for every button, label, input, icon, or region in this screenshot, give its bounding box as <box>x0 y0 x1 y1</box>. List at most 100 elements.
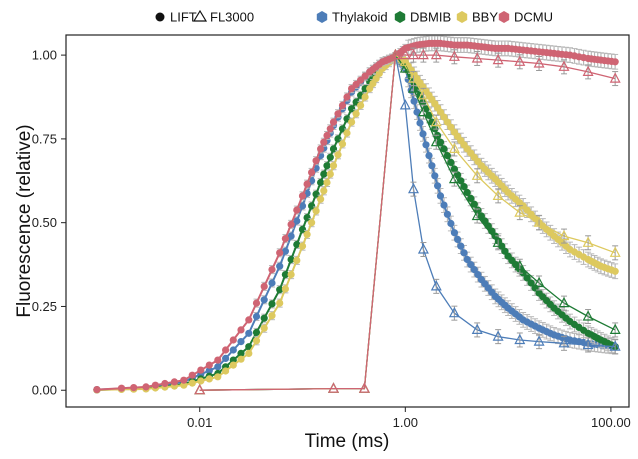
data-point <box>245 329 253 337</box>
y-tick-label: 0.50 <box>32 215 57 230</box>
data-point-triangle <box>533 335 545 346</box>
legend-label-sample: Thylakoid <box>332 10 388 25</box>
data-point-triangle <box>533 216 545 227</box>
data-point <box>276 262 284 270</box>
legend-label-method: LIFT <box>170 10 197 25</box>
legend-label-method: FL3000 <box>210 10 254 25</box>
data-point <box>348 105 356 113</box>
data-point <box>447 158 455 166</box>
data-point <box>293 206 301 214</box>
data-point <box>287 271 295 279</box>
data-point <box>329 162 338 170</box>
data-point <box>180 381 188 389</box>
data-point <box>334 151 342 159</box>
legend-swatch <box>456 11 468 23</box>
data-point <box>229 356 237 364</box>
data-point <box>523 274 531 282</box>
data-point <box>463 188 471 197</box>
data-point <box>142 383 150 391</box>
data-point <box>460 183 468 191</box>
data-point <box>440 201 448 209</box>
data-point <box>281 247 289 255</box>
data-point <box>413 108 421 116</box>
data-point <box>447 123 455 131</box>
data-point <box>214 363 222 371</box>
data-point-triangle <box>471 169 483 180</box>
data-point <box>245 343 253 351</box>
legend: LIFT FL3000 Thylakoid DBMIB BBY DCMU <box>155 10 553 25</box>
data-point-triangle <box>609 72 621 83</box>
data-point <box>450 229 458 237</box>
data-point <box>422 141 430 149</box>
data-point <box>180 376 188 384</box>
y-axis-title: Fluorescence (relative) <box>14 124 35 317</box>
series-bby-lift <box>93 52 619 394</box>
data-point <box>287 220 295 228</box>
data-point-triangle <box>558 337 570 348</box>
data-point-triangle <box>408 72 419 83</box>
x-axis-title: Time (ms) <box>305 431 390 452</box>
data-point <box>611 58 619 66</box>
data-point-triangle <box>358 382 370 393</box>
data-point <box>443 118 451 126</box>
data-point <box>352 110 360 118</box>
data-point <box>329 118 338 126</box>
legend-swatch <box>316 11 328 23</box>
plot-frame <box>65 34 630 408</box>
data-point-triangle <box>514 333 526 345</box>
data-point <box>298 242 307 250</box>
data-point <box>245 349 253 357</box>
data-point <box>348 118 356 126</box>
data-point <box>611 267 619 275</box>
series-line <box>199 54 616 391</box>
data-point <box>281 285 289 293</box>
data-point-triangle <box>430 48 442 60</box>
data-point <box>410 97 418 105</box>
data-point <box>474 271 482 279</box>
series-dcmu-fl3000 <box>194 47 621 395</box>
data-point <box>214 356 222 364</box>
legend-swatch <box>498 11 510 23</box>
axes: 0.01 1.00 100.00 0.00 0.25 0.50 0.75 1.00 <box>32 48 631 430</box>
data-point <box>352 80 360 88</box>
data-point <box>287 232 295 240</box>
data-point <box>276 299 284 307</box>
data-point <box>463 255 471 264</box>
data-point-triangle <box>408 182 419 194</box>
data-point-triangle <box>514 206 526 217</box>
data-point <box>470 266 478 274</box>
data-point <box>436 108 445 116</box>
data-point <box>454 235 462 243</box>
data-point <box>281 235 289 243</box>
data-point <box>419 130 427 138</box>
y-tick-label: 0.25 <box>32 299 57 314</box>
data-point <box>470 200 478 208</box>
data-point <box>237 355 245 363</box>
data-point-triangle <box>582 310 594 321</box>
data-point <box>357 101 365 109</box>
data-point <box>338 125 347 133</box>
legend-marker-circle <box>155 12 165 22</box>
data-point <box>308 219 316 227</box>
data-point <box>222 367 230 375</box>
data-point <box>293 217 301 225</box>
data-point-triangle <box>533 57 545 68</box>
data-point <box>205 361 213 369</box>
data-point <box>477 212 485 220</box>
legend-label-sample: DCMU <box>514 10 553 25</box>
data-point-triangle <box>328 382 339 393</box>
data-point <box>276 249 284 257</box>
y-tick-label: 0.00 <box>32 383 57 398</box>
data-point <box>312 190 320 198</box>
data-point <box>320 138 328 146</box>
data-point <box>436 192 445 200</box>
data-point <box>252 337 261 345</box>
legend-label-sample: BBY <box>472 10 498 25</box>
data-point <box>323 162 331 170</box>
legend-swatch <box>394 11 406 23</box>
data-point <box>287 255 295 264</box>
data-point-triangle <box>514 55 526 66</box>
data-point <box>214 373 222 381</box>
data-point <box>434 182 442 190</box>
